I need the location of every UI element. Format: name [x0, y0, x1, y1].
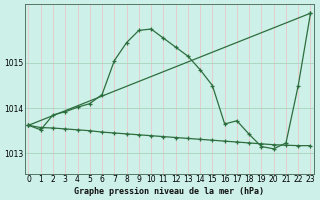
- X-axis label: Graphe pression niveau de la mer (hPa): Graphe pression niveau de la mer (hPa): [75, 187, 265, 196]
